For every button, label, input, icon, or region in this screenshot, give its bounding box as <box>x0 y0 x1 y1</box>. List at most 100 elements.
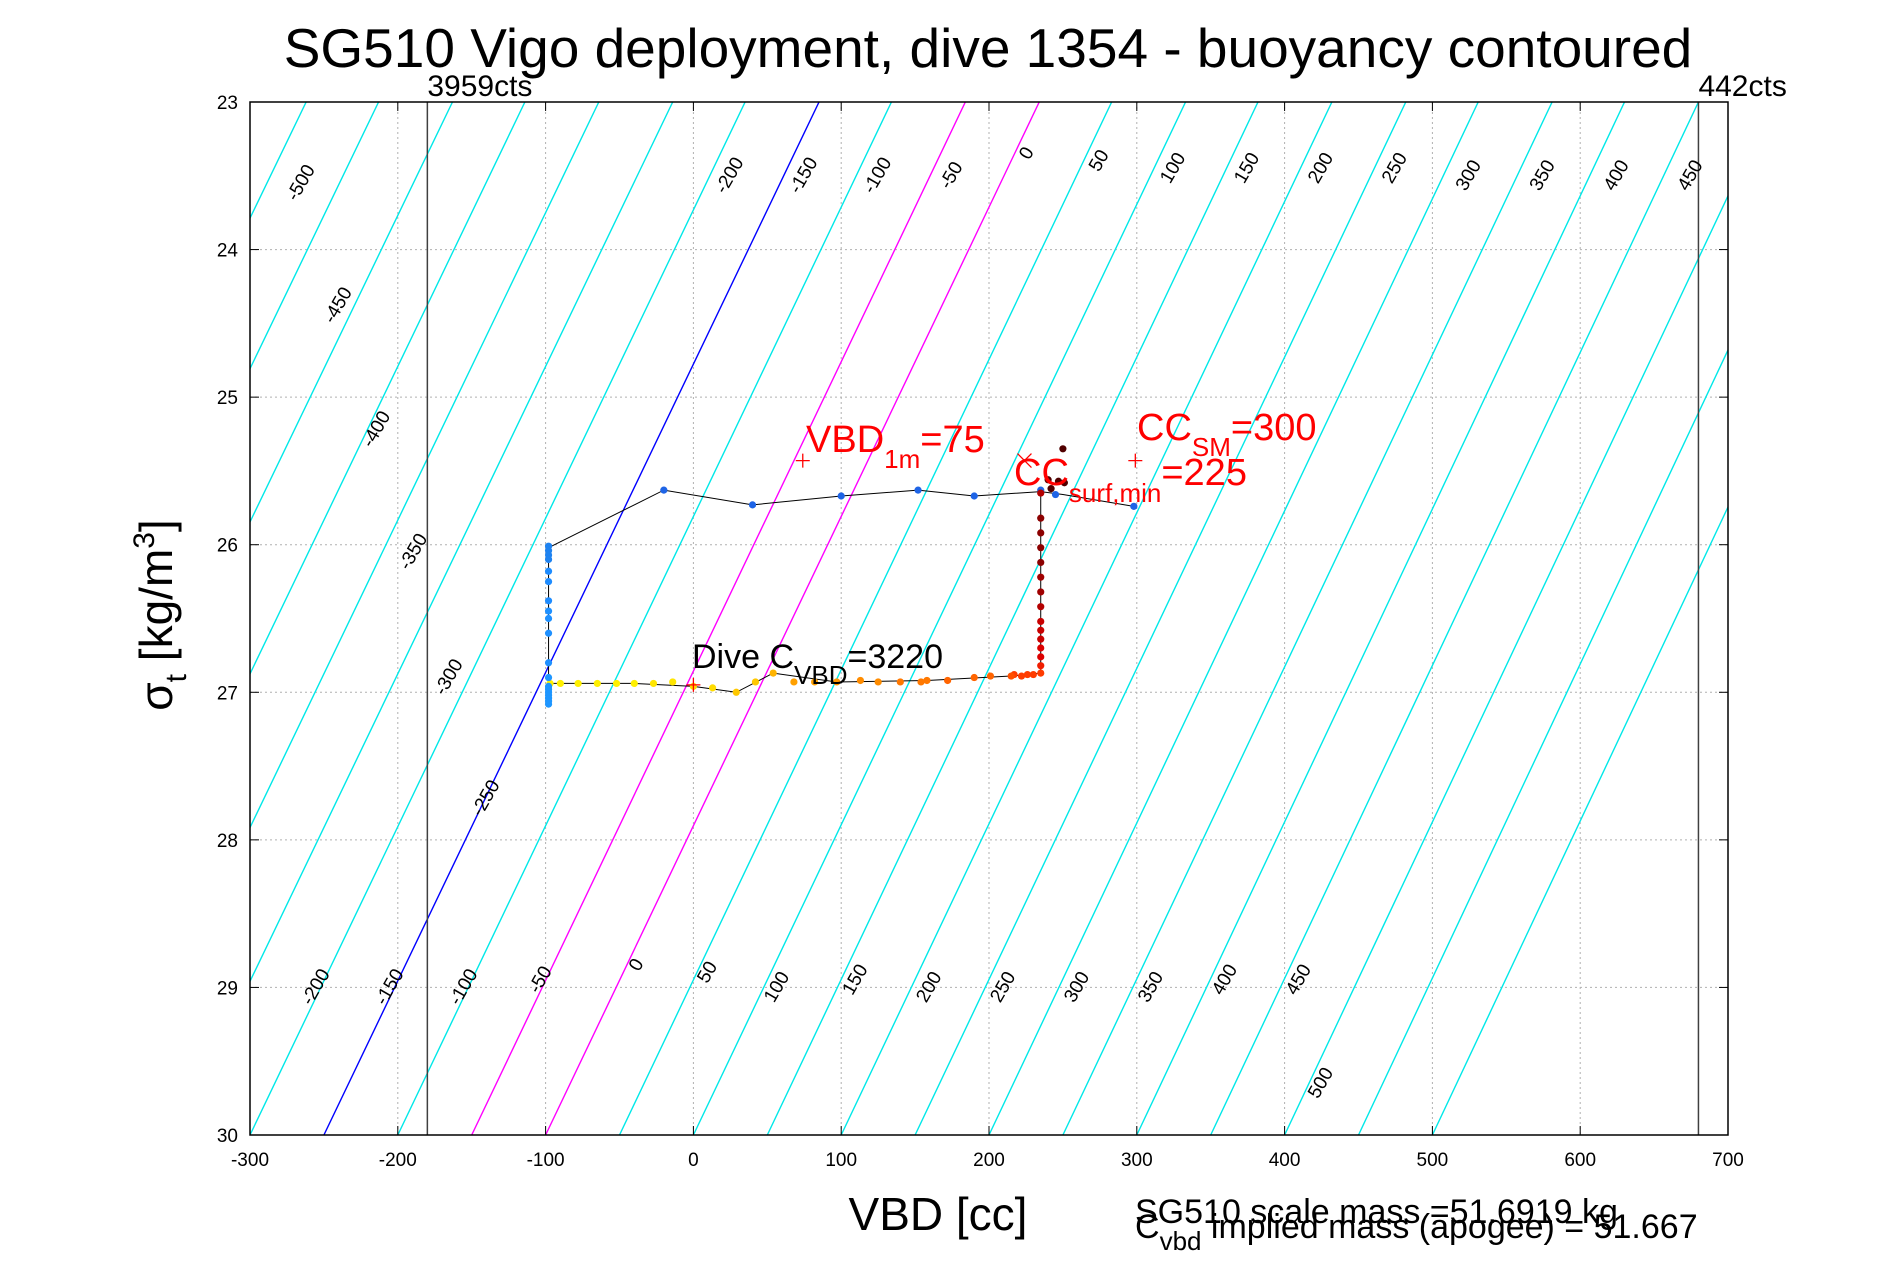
dive-point <box>1047 485 1055 493</box>
dive-point <box>1007 672 1015 680</box>
y-label-units: [kg/m <box>130 549 182 674</box>
dive-point <box>1017 672 1026 680</box>
cc-surf-min-annotation: CCsurf,min=225 <box>1014 452 1247 508</box>
dive-point <box>1037 573 1045 581</box>
dive-point <box>970 492 978 500</box>
x-tick-label: 400 <box>1269 1150 1301 1171</box>
dive-point <box>709 684 717 692</box>
vbd-1m-annotation: VBD1m=75 <box>806 419 985 474</box>
dive-point <box>1037 669 1045 677</box>
contour-labels: -500-450-400-350-300-250-200 -150 -100 -500… <box>283 144 1708 1103</box>
dive-point <box>574 679 582 688</box>
y-tick-label: 25 <box>217 388 238 409</box>
y-label-sigma: σ <box>130 682 182 710</box>
x-tick-label: -300 <box>231 1150 269 1171</box>
dive-point <box>593 679 601 688</box>
contour-label: 400 <box>1600 157 1634 195</box>
dive-point <box>1037 603 1045 611</box>
dive-point <box>1037 514 1045 522</box>
dive-point <box>732 688 740 696</box>
contour-label: 0 <box>1015 144 1038 164</box>
contour-label: 350 <box>1526 157 1560 195</box>
chart-title: SG510 Vigo deployment, dive 1354 - buoya… <box>284 17 1693 79</box>
dive-points <box>544 445 1138 708</box>
y-tick-label: 27 <box>217 683 238 704</box>
plus-marker <box>1128 453 1143 468</box>
dive-point <box>544 673 553 682</box>
dive-point <box>1037 489 1045 497</box>
dive-point <box>1037 662 1045 670</box>
dive-point <box>856 676 865 685</box>
dive-point <box>914 486 922 494</box>
dive-point <box>1037 544 1045 552</box>
contour-line <box>1210 102 1700 1135</box>
contour-label: 100 <box>760 968 794 1006</box>
dive-point <box>544 567 553 575</box>
contour-line <box>250 102 746 1135</box>
cc-sm-annotation: CCSM=300 <box>1137 407 1316 462</box>
dive-point <box>612 679 621 688</box>
contour-line <box>250 102 600 830</box>
dive-point <box>923 676 931 685</box>
contour-line <box>250 102 380 371</box>
vbd-limit-lines: 3959cts 442cts <box>426 70 1787 1135</box>
dive-point <box>1037 558 1045 567</box>
grid-lines <box>250 102 1728 1135</box>
dive-point <box>751 678 760 686</box>
dive-point <box>1023 670 1032 679</box>
scale-mass-text: SG510 scale mass =51.6919 kg <box>1135 1193 1618 1231</box>
contour-label: 250 <box>1378 149 1412 187</box>
dive-point <box>874 678 882 686</box>
contour-label: 500 <box>1304 1064 1338 1102</box>
x-marker <box>1017 453 1032 469</box>
contour-line <box>250 102 526 676</box>
dive-point <box>544 542 553 550</box>
contour-label: 0 <box>625 955 648 975</box>
plus-marker <box>686 677 701 692</box>
dive-point <box>1037 635 1045 643</box>
dive-point <box>1037 529 1045 537</box>
dive-point <box>1060 479 1068 487</box>
plus-marker <box>795 453 810 468</box>
contour-line <box>544 102 1040 1135</box>
dive-point <box>810 678 819 686</box>
dive-point <box>917 678 925 686</box>
dive-point <box>944 676 952 685</box>
contour-line <box>250 102 674 983</box>
dive-point <box>544 659 553 667</box>
contour-label: 450 <box>1674 157 1708 195</box>
contour-line <box>1062 102 1553 1135</box>
implied-mass-text: Cvbd implied mass (apogee) = 51.667 <box>1135 1208 1698 1256</box>
reference-markers <box>686 453 1143 692</box>
dive-point <box>1037 588 1045 596</box>
y-label-sub: t <box>160 673 193 682</box>
dive-point <box>1044 476 1052 484</box>
dive-point <box>970 673 978 682</box>
vbd-limit-label: 3959cts <box>427 70 532 103</box>
dive-point <box>1037 617 1045 626</box>
y-tick-label: 26 <box>217 536 238 557</box>
x-tick-label: -200 <box>379 1150 417 1171</box>
contour-line <box>0 102 12 1135</box>
contour-line <box>0 102 232 1135</box>
x-tick-label: -100 <box>527 1150 565 1171</box>
dive-point <box>986 672 995 680</box>
x-axis-ticks: -300 -200 -100 0 100 200 300 400 500 600 700 <box>231 102 1744 1171</box>
contour-label: 50 <box>1085 146 1114 175</box>
contour-label: -150 <box>371 965 408 1008</box>
contour-label: -200 <box>297 965 334 1008</box>
dive-point <box>649 679 658 688</box>
dive-point <box>1054 477 1063 485</box>
contour-line <box>766 102 1259 1135</box>
contour-label: 450 <box>1282 961 1316 999</box>
contour-label: 150 <box>839 961 873 999</box>
x-tick-label: 700 <box>1712 1150 1744 1171</box>
y-tick-label: 28 <box>217 831 238 852</box>
y-axis-label: σt [kg/m3] <box>128 519 193 710</box>
y-tick-label: 24 <box>217 241 239 262</box>
x-tick-label: 300 <box>1121 1150 1153 1171</box>
y-tick-label: 30 <box>217 1126 238 1147</box>
contour-label: 200 <box>1304 149 1338 187</box>
dive-point <box>1037 644 1045 652</box>
